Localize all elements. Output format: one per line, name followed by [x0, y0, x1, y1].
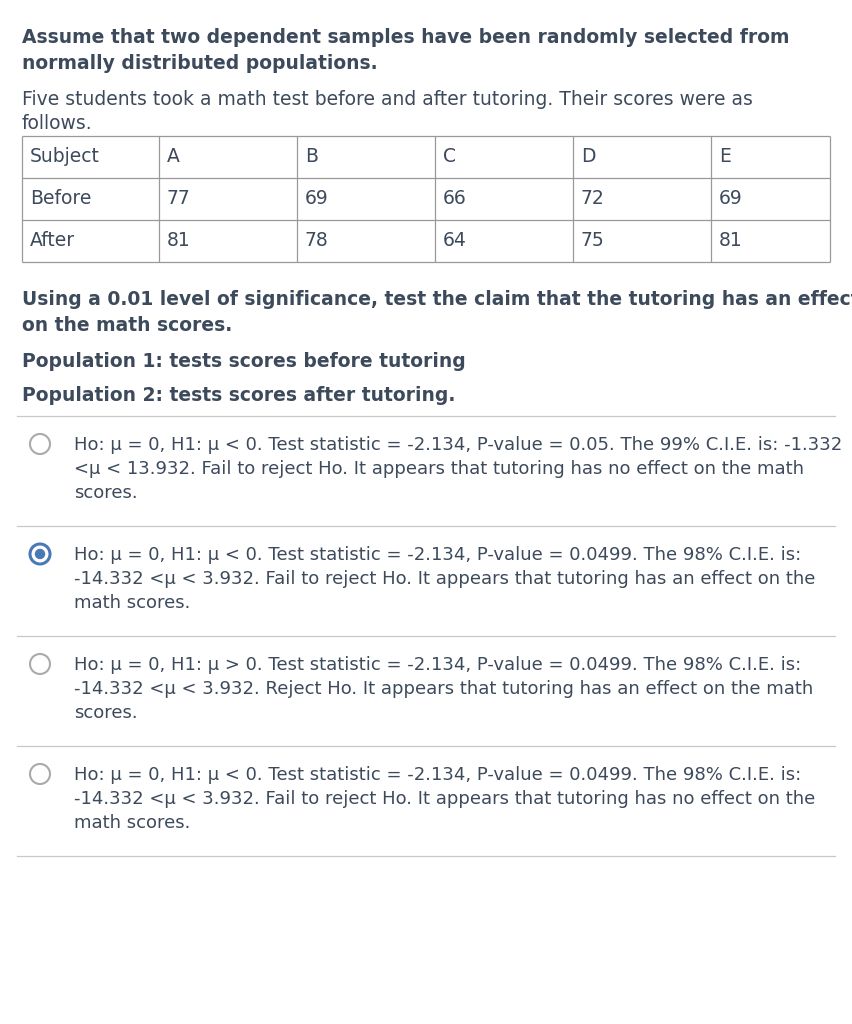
Text: After: After — [30, 231, 75, 251]
Text: 66: 66 — [443, 189, 467, 209]
Text: 81: 81 — [719, 231, 743, 251]
Text: scores.: scores. — [74, 705, 138, 722]
Text: Using a 0.01 level of significance, test the claim that the tutoring has an effe: Using a 0.01 level of significance, test… — [22, 290, 852, 309]
Text: Five students took a math test before and after tutoring. Their scores were as: Five students took a math test before an… — [22, 90, 753, 109]
Text: math scores.: math scores. — [74, 594, 190, 612]
Text: scores.: scores. — [74, 484, 138, 502]
Text: -14.332 <μ < 3.932. Fail to reject Ho. It appears that tutoring has an effect on: -14.332 <μ < 3.932. Fail to reject Ho. I… — [74, 570, 815, 588]
Text: -14.332 <μ < 3.932. Reject Ho. It appears that tutoring has an effect on the mat: -14.332 <μ < 3.932. Reject Ho. It appear… — [74, 680, 814, 698]
Text: 78: 78 — [305, 231, 329, 251]
Text: Before: Before — [30, 189, 91, 209]
Text: Ho: μ = 0, H1: μ < 0. Test statistic = -2.134, P-value = 0.05. The 99% C.I.E. is: Ho: μ = 0, H1: μ < 0. Test statistic = -… — [74, 436, 843, 454]
Text: math scores.: math scores. — [74, 814, 190, 831]
Text: follows.: follows. — [22, 114, 93, 133]
Text: 69: 69 — [305, 189, 329, 209]
Text: A: A — [167, 147, 180, 167]
Text: Assume that two dependent samples have been randomly selected from: Assume that two dependent samples have b… — [22, 28, 790, 47]
Text: 75: 75 — [581, 231, 605, 251]
Text: -14.332 <μ < 3.932. Fail to reject Ho. It appears that tutoring has no effect on: -14.332 <μ < 3.932. Fail to reject Ho. I… — [74, 790, 815, 808]
Text: Population 1: tests scores before tutoring: Population 1: tests scores before tutori… — [22, 352, 466, 371]
Text: Ho: μ = 0, H1: μ < 0. Test statistic = -2.134, P-value = 0.0499. The 98% C.I.E. : Ho: μ = 0, H1: μ < 0. Test statistic = -… — [74, 766, 801, 784]
Text: Ho: μ = 0, H1: μ < 0. Test statistic = -2.134, P-value = 0.0499. The 98% C.I.E. : Ho: μ = 0, H1: μ < 0. Test statistic = -… — [74, 546, 801, 564]
Text: C: C — [443, 147, 456, 167]
Text: Population 2: tests scores after tutoring.: Population 2: tests scores after tutorin… — [22, 386, 455, 406]
Text: 77: 77 — [167, 189, 191, 209]
Text: B: B — [305, 147, 318, 167]
Text: <μ < 13.932. Fail to reject Ho. It appears that tutoring has no effect on the ma: <μ < 13.932. Fail to reject Ho. It appea… — [74, 460, 804, 478]
Text: normally distributed populations.: normally distributed populations. — [22, 54, 377, 73]
Circle shape — [35, 549, 45, 559]
Text: 81: 81 — [167, 231, 191, 251]
Text: 69: 69 — [719, 189, 743, 209]
Text: on the math scores.: on the math scores. — [22, 316, 233, 335]
Text: 72: 72 — [581, 189, 605, 209]
Text: E: E — [719, 147, 731, 167]
Text: D: D — [581, 147, 596, 167]
Text: 64: 64 — [443, 231, 467, 251]
Text: Ho: μ = 0, H1: μ > 0. Test statistic = -2.134, P-value = 0.0499. The 98% C.I.E. : Ho: μ = 0, H1: μ > 0. Test statistic = -… — [74, 656, 801, 674]
Text: Subject: Subject — [30, 147, 100, 167]
